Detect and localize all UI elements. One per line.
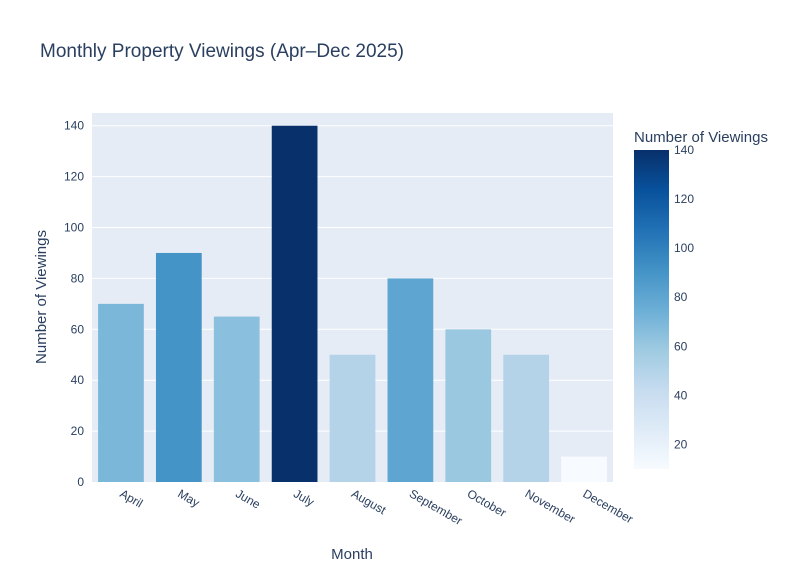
x-tick-label: September xyxy=(407,486,465,527)
bar-august xyxy=(329,354,376,482)
x-axis-ticks: April May June July August September October No… xyxy=(117,486,635,527)
x-tick-label: December xyxy=(581,486,636,526)
y-tick-label: 40 xyxy=(71,373,85,387)
y-tick-label: 60 xyxy=(71,322,85,336)
x-tick-label: May xyxy=(175,486,202,509)
y-axis-ticks: 0 20 40 60 80 100 120 140 xyxy=(64,119,84,489)
x-tick-label: April xyxy=(117,486,145,510)
x-tick-label: July xyxy=(291,486,316,509)
y-tick-label: 120 xyxy=(64,170,84,184)
x-tick-label: June xyxy=(233,486,263,511)
y-tick-label: 80 xyxy=(71,271,85,285)
x-tick-label: August xyxy=(349,486,389,517)
colorbar-tick-label: 20 xyxy=(674,437,688,451)
y-tick-label: 20 xyxy=(71,424,85,438)
bar-april xyxy=(98,303,144,482)
y-tick-label: 140 xyxy=(64,119,84,133)
bar-july xyxy=(271,125,318,483)
colorbar-tick-label: 120 xyxy=(674,192,694,206)
x-tick-label: November xyxy=(523,486,578,526)
bar-december xyxy=(561,456,607,482)
y-axis-title: Number of Viewings xyxy=(33,230,50,364)
colorbar-tick-label: 80 xyxy=(674,290,688,304)
colorbar-tick-label: 40 xyxy=(674,388,688,402)
colorbar-tick-label: 100 xyxy=(674,241,694,255)
chart-title: Monthly Property Viewings (Apr–Dec 2025) xyxy=(40,41,404,62)
y-tick-label: 100 xyxy=(64,221,84,235)
bar-september xyxy=(387,278,434,482)
x-tick-label: October xyxy=(465,486,509,519)
x-axis-title: Month xyxy=(331,546,373,563)
bar-june xyxy=(213,316,260,482)
bar-may xyxy=(155,252,202,482)
y-tick-label: 0 xyxy=(77,475,84,489)
colorbar xyxy=(634,150,669,469)
bar-october xyxy=(445,329,492,482)
colorbar-tick-label: 140 xyxy=(674,143,694,157)
colorbar-title: Number of Viewings xyxy=(634,129,768,146)
colorbar-ticks: 20 40 60 80 100 120 140 xyxy=(674,143,694,451)
bars xyxy=(98,125,607,483)
colorbar-tick-label: 60 xyxy=(674,339,688,353)
bar-november xyxy=(503,354,550,482)
